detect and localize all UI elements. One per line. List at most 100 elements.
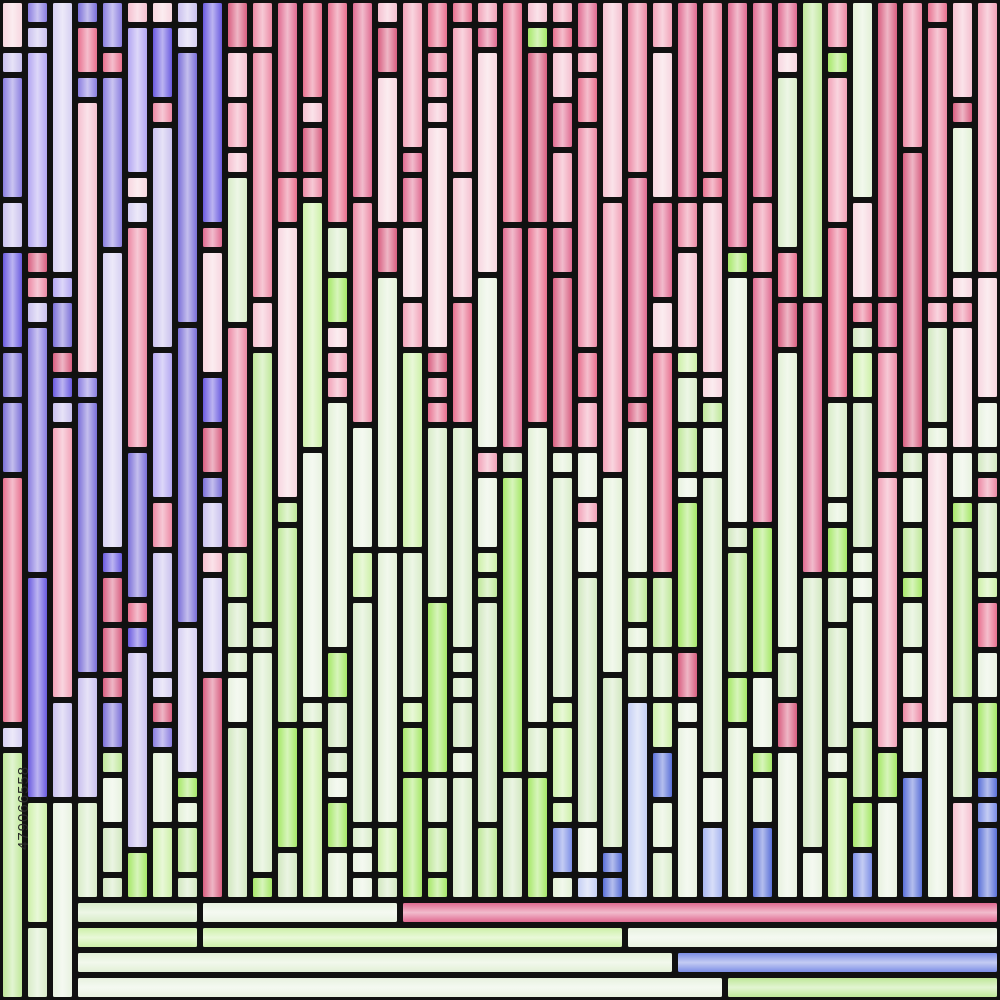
tile-shine [728, 528, 747, 547]
tile-shine [428, 878, 447, 897]
tile-shine [103, 778, 122, 822]
tile-shine [853, 853, 872, 897]
tile-shine [303, 728, 322, 897]
tile-shine [753, 528, 772, 672]
tile-shine [478, 553, 497, 572]
tile-shine [153, 678, 172, 697]
tile-shine [3, 353, 22, 397]
tile-shine [903, 728, 922, 772]
tile-shine [478, 53, 497, 272]
tile-shine [553, 703, 572, 722]
tile-shine [903, 528, 922, 572]
tile-shine [978, 653, 997, 697]
tile-shine [678, 728, 697, 897]
tile-shine [328, 328, 347, 347]
tile-shine [403, 703, 422, 722]
tile-shine [903, 653, 922, 697]
tile-shine [703, 828, 722, 897]
tile-shine [228, 728, 247, 897]
tile-shine [753, 3, 772, 197]
tile-shine [628, 578, 647, 622]
tile-shine [328, 378, 347, 397]
tile-shine [53, 403, 72, 422]
tile-shine [753, 278, 772, 522]
tile-shine [303, 3, 322, 97]
tile-shine [453, 28, 472, 172]
tile-shine [328, 803, 347, 847]
tile-shine [3, 478, 22, 722]
tile-shine [53, 703, 72, 797]
tile-shine [553, 228, 572, 272]
tile-shine [478, 603, 497, 822]
tile-shine [228, 178, 247, 322]
tile-shine [128, 178, 147, 197]
tile-shine [78, 953, 672, 972]
tile-shine [203, 478, 222, 497]
tile-shine [178, 803, 197, 822]
tile-shine [328, 278, 347, 322]
tile-shine [878, 753, 897, 797]
tile-shine [203, 428, 222, 472]
tile-shine [703, 378, 722, 397]
tile-shine [578, 828, 597, 872]
tile-shine [828, 578, 847, 622]
tile-shine [928, 303, 947, 322]
tile-shine [203, 228, 222, 247]
tile-shine [728, 978, 997, 997]
tile-shine [278, 503, 297, 522]
tile-shine [853, 578, 872, 597]
tile-shine [928, 3, 947, 22]
tile-shine [603, 203, 622, 472]
tile-shine [253, 303, 272, 347]
tile-shine [953, 803, 972, 897]
tile-shine [203, 678, 222, 897]
tile-shine [703, 403, 722, 422]
tile-shine [978, 278, 997, 397]
tile-shine [153, 128, 172, 347]
tile-shine [453, 703, 472, 747]
tile-shine [353, 203, 372, 422]
tile-shine [803, 853, 822, 897]
tile-shine [653, 703, 672, 747]
tile-shine [353, 853, 372, 872]
tile-shine [53, 803, 72, 997]
tile-shine [228, 653, 247, 672]
tile-shine [653, 753, 672, 797]
tile-shine [403, 353, 422, 547]
tile-shine [228, 328, 247, 547]
tile-shine [678, 353, 697, 372]
tile-shine [303, 453, 322, 697]
tile-shine [978, 703, 997, 772]
tile-shine [303, 178, 322, 197]
tile-shine [678, 503, 697, 647]
tile-shine [778, 53, 797, 72]
tile-shine [803, 3, 822, 297]
tile-shine [628, 703, 647, 897]
tile-shine [403, 3, 422, 147]
tile-shine [578, 878, 597, 897]
tile-shine [628, 428, 647, 572]
tile-shine [703, 203, 722, 372]
tile-shine [978, 403, 997, 447]
tile-shine [778, 353, 797, 647]
tile-shine [778, 753, 797, 897]
tile-shine [103, 753, 122, 772]
tile-shine [428, 53, 447, 72]
tile-shine [28, 253, 47, 272]
tile-shine [853, 403, 872, 547]
tile-shine [578, 453, 597, 497]
tile-shine [653, 203, 672, 297]
tile-shine [278, 528, 297, 722]
tile-shine [353, 603, 372, 822]
tile-shine [578, 128, 597, 347]
tile-shine [753, 828, 772, 897]
tile-shine [678, 3, 697, 197]
tile-shine [153, 828, 172, 897]
tile-shine [528, 28, 547, 47]
tile-shine [903, 603, 922, 647]
tile-shine [78, 678, 97, 797]
tile-shine [828, 228, 847, 397]
tile-shine [378, 828, 397, 872]
tile-shine [78, 78, 97, 97]
